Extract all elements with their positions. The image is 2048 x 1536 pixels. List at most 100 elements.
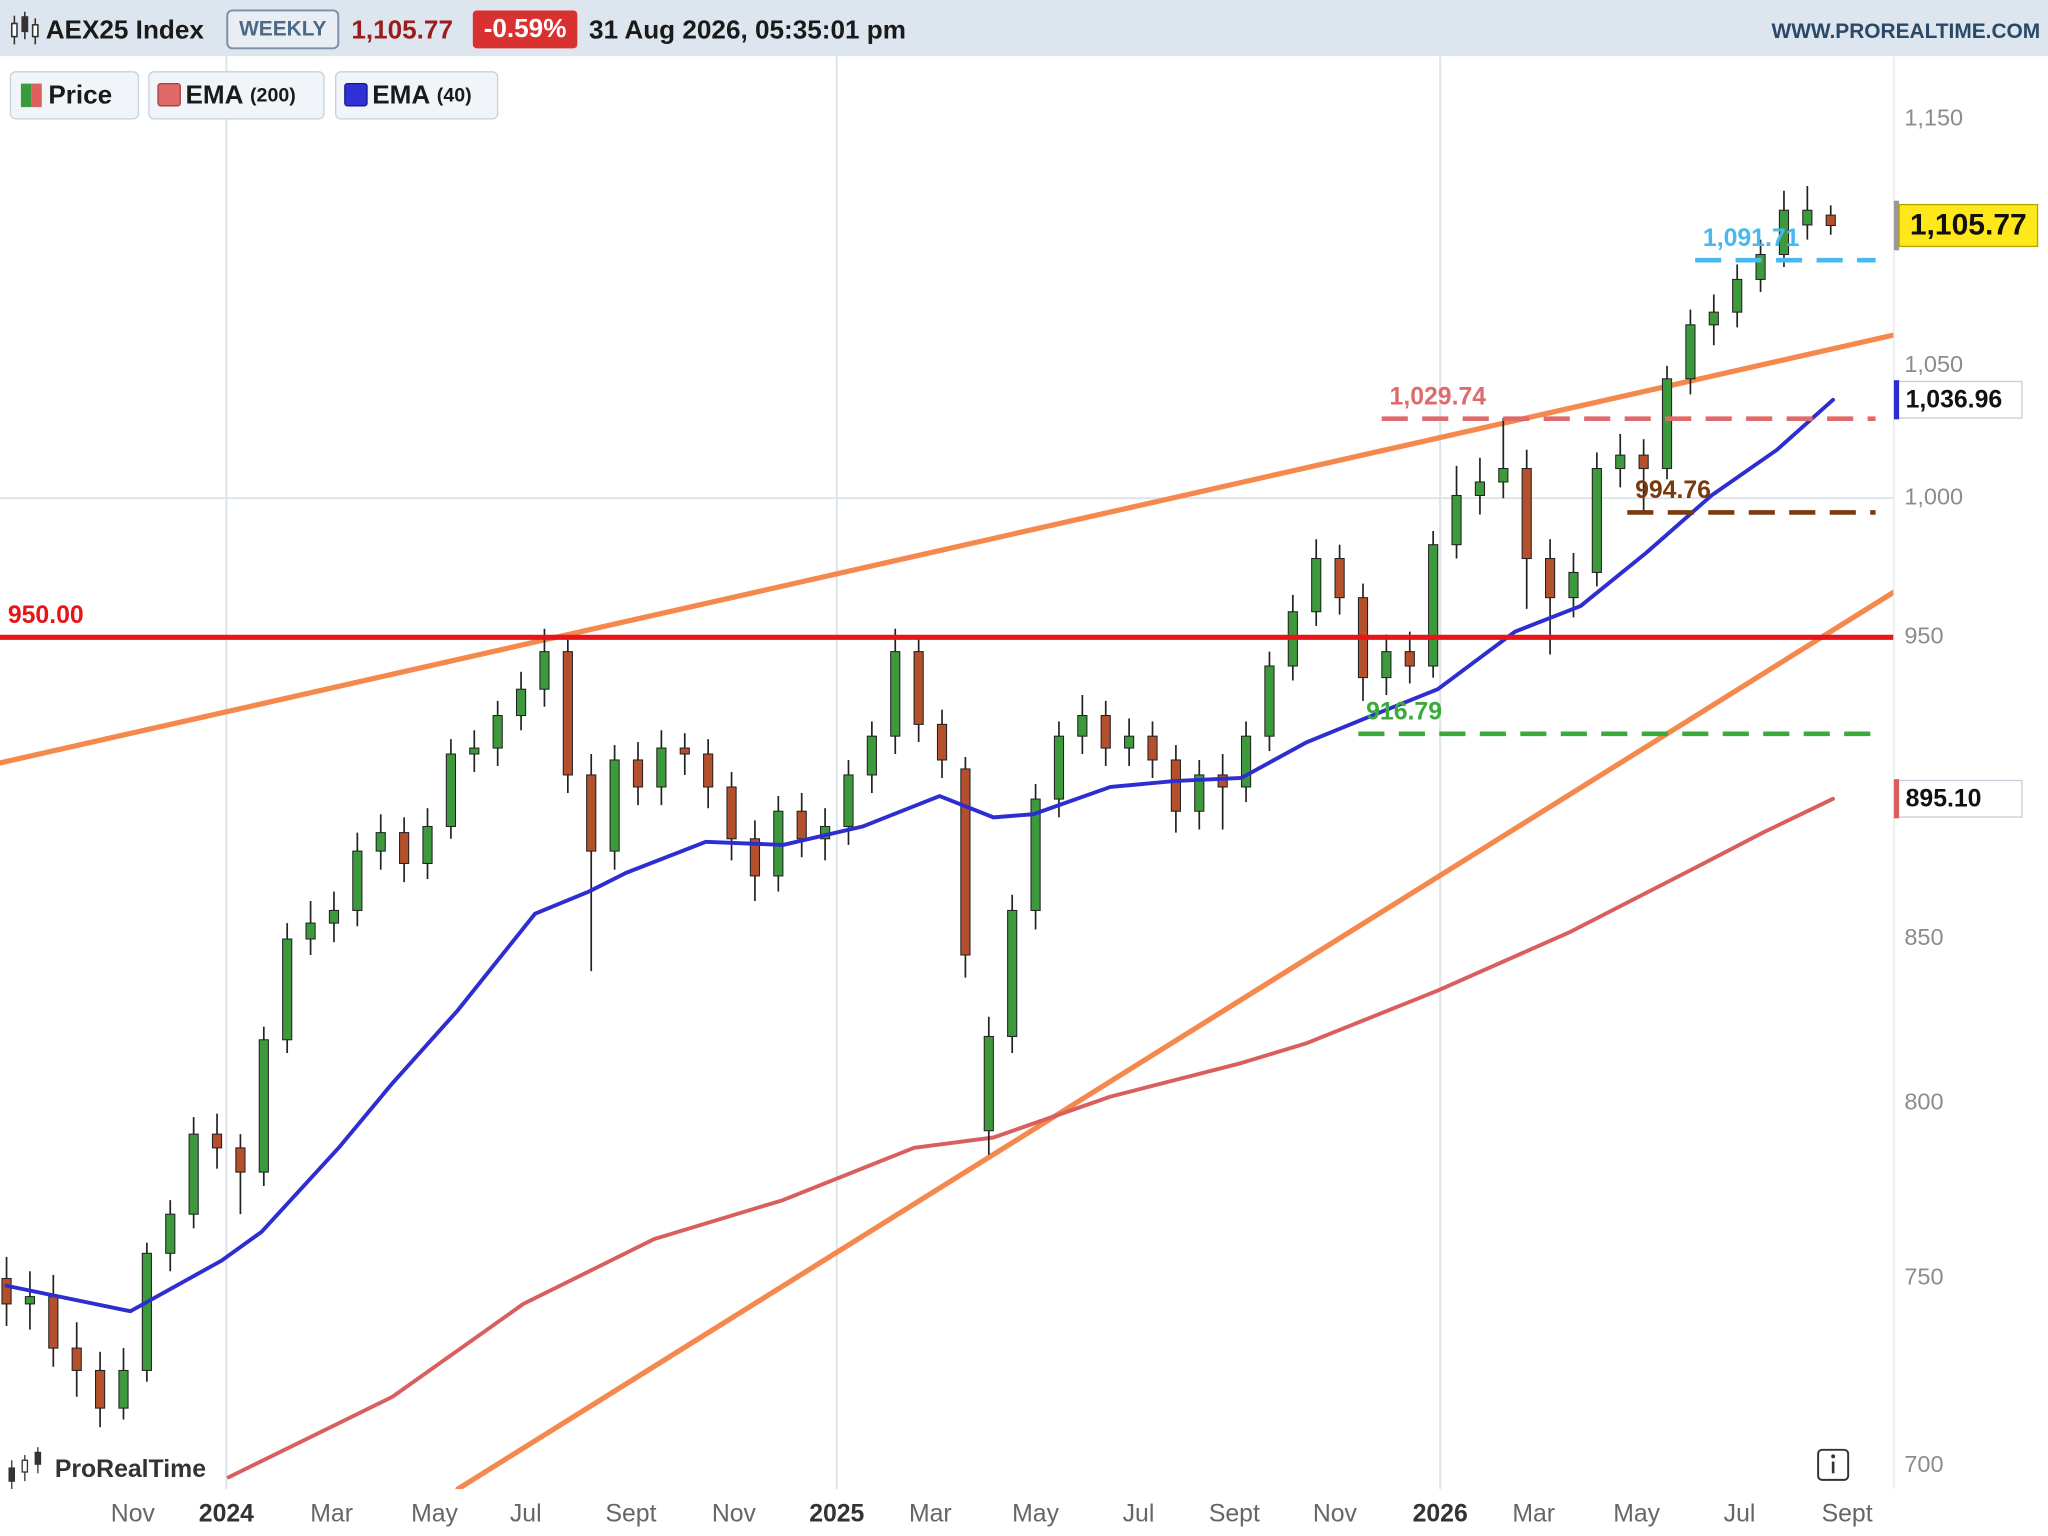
candle-body xyxy=(1147,735,1158,761)
candle-body xyxy=(1170,759,1181,812)
level-label: 1,091.71 xyxy=(1703,225,1800,252)
candle-body xyxy=(1264,665,1275,737)
candle-body xyxy=(399,832,410,865)
y-tick-label: 950 xyxy=(1904,623,1943,649)
candle-body xyxy=(1334,558,1345,599)
candle-body xyxy=(913,651,924,725)
candle-body xyxy=(515,688,527,717)
legend-item-box[interactable] xyxy=(335,71,499,120)
candle-body xyxy=(749,838,761,877)
candle-body xyxy=(282,938,293,1041)
last-price: 1,105.77 xyxy=(351,14,453,44)
x-tick-label: Mar xyxy=(909,1501,952,1528)
axes: 700 750 800 850 950 1,000 1,050 1,150 Nov 2024 Mar… xyxy=(111,56,2048,1528)
trendline xyxy=(455,589,1894,1489)
candle-body xyxy=(211,1133,223,1149)
indicator-value-bar xyxy=(1893,779,1900,819)
candle-body xyxy=(1474,481,1486,497)
legend-label[interactable]: EMA (40) xyxy=(372,80,471,110)
candle-body xyxy=(936,723,948,761)
candle-body xyxy=(1802,209,1813,226)
legend-name: EMA xyxy=(372,80,430,110)
legend-name: EMA xyxy=(185,80,243,110)
candle-body xyxy=(141,1252,152,1371)
info-icon xyxy=(1831,1454,1836,1459)
candle-body xyxy=(1544,558,1556,599)
candle-body xyxy=(1498,467,1509,483)
candle-body xyxy=(679,747,690,755)
candle-body xyxy=(469,747,480,755)
candle-body xyxy=(1451,494,1462,546)
candle-body xyxy=(118,1369,129,1409)
candle-body xyxy=(562,651,573,776)
candle-body xyxy=(305,922,316,940)
candle-body xyxy=(960,768,971,956)
change: -0.59% xyxy=(484,13,567,43)
x-tick-label: Mar xyxy=(1512,1501,1555,1528)
x-tick-label: 2025 xyxy=(809,1501,864,1528)
candle-body xyxy=(422,825,433,865)
candle-body xyxy=(1217,774,1228,788)
header-bar xyxy=(0,0,2048,57)
instrument-name: AEX25 Index xyxy=(46,14,205,44)
x-tick-label: Sept xyxy=(1209,1501,1260,1528)
y-tick-label: 1,150 xyxy=(1904,104,1963,130)
candle-body xyxy=(1568,571,1579,599)
candle-body xyxy=(258,1039,269,1173)
candle-body xyxy=(539,651,550,690)
site-link[interactable]: WWW.PROREALTIME.COM xyxy=(1772,20,2041,43)
y-tick-label: 1,050 xyxy=(1904,351,1963,377)
indicator-value-label: 895.10 xyxy=(1906,786,1982,813)
legend-label[interactable]: EMA (200) xyxy=(185,80,295,110)
candle-body xyxy=(866,735,877,776)
candle-body xyxy=(983,1035,994,1132)
legend-item-box[interactable] xyxy=(148,71,325,120)
candle-body xyxy=(1755,253,1766,280)
candle-body xyxy=(1077,715,1088,737)
candle-body xyxy=(1100,715,1111,749)
x-tick-label: Sept xyxy=(1822,1501,1873,1528)
interval-box[interactable] xyxy=(226,9,340,50)
indicator-value-label: 1,036.96 xyxy=(1906,387,2003,414)
candle-body xyxy=(352,850,363,911)
legend-swatch xyxy=(31,83,42,108)
candle-body xyxy=(726,786,737,840)
candle-body xyxy=(890,651,901,737)
candle-body xyxy=(1311,558,1322,613)
candle-body xyxy=(48,1296,59,1349)
indicator-value-box xyxy=(1895,779,2023,818)
candle-body xyxy=(95,1369,106,1409)
candle-body xyxy=(1381,651,1392,679)
candle-body xyxy=(71,1347,82,1371)
trendline xyxy=(0,332,1894,766)
candle-body xyxy=(703,753,714,788)
level-label: 916.79 xyxy=(1366,698,1442,725)
candle-body xyxy=(1825,214,1836,227)
x-tick-label: Jul xyxy=(1123,1501,1155,1528)
candle-body xyxy=(1194,774,1205,812)
change-box xyxy=(472,10,578,49)
legend-label[interactable]: Price xyxy=(48,80,112,110)
candle-body xyxy=(632,759,644,788)
candle-body xyxy=(1428,544,1439,667)
y-tick-label: 750 xyxy=(1904,1264,1943,1290)
legend-params: (200) xyxy=(250,85,296,107)
price-labels: 1,105.77 895.10 1,036.96 xyxy=(1893,200,2039,819)
legend-swatch xyxy=(157,82,181,107)
legend-item-box[interactable] xyxy=(9,71,140,120)
y-tick-label: 800 xyxy=(1904,1089,1943,1115)
indicator-value-bar xyxy=(1893,380,1900,420)
x-tick-label: Nov xyxy=(111,1501,156,1528)
interval[interactable]: WEEKLY xyxy=(239,18,326,41)
legend-swatch xyxy=(344,82,368,107)
grid xyxy=(0,56,1894,1489)
legend-swatch xyxy=(20,83,32,108)
candle-body xyxy=(1404,651,1415,667)
candle-body xyxy=(1661,378,1673,470)
x-tick-label: Jul xyxy=(1724,1501,1756,1528)
timestamp: 31 Aug 2026, 05:35:01 pm xyxy=(589,14,906,44)
level-label: 950.00 xyxy=(8,602,84,629)
candle-body xyxy=(1053,735,1065,800)
x-tick-label: Sept xyxy=(605,1501,656,1528)
